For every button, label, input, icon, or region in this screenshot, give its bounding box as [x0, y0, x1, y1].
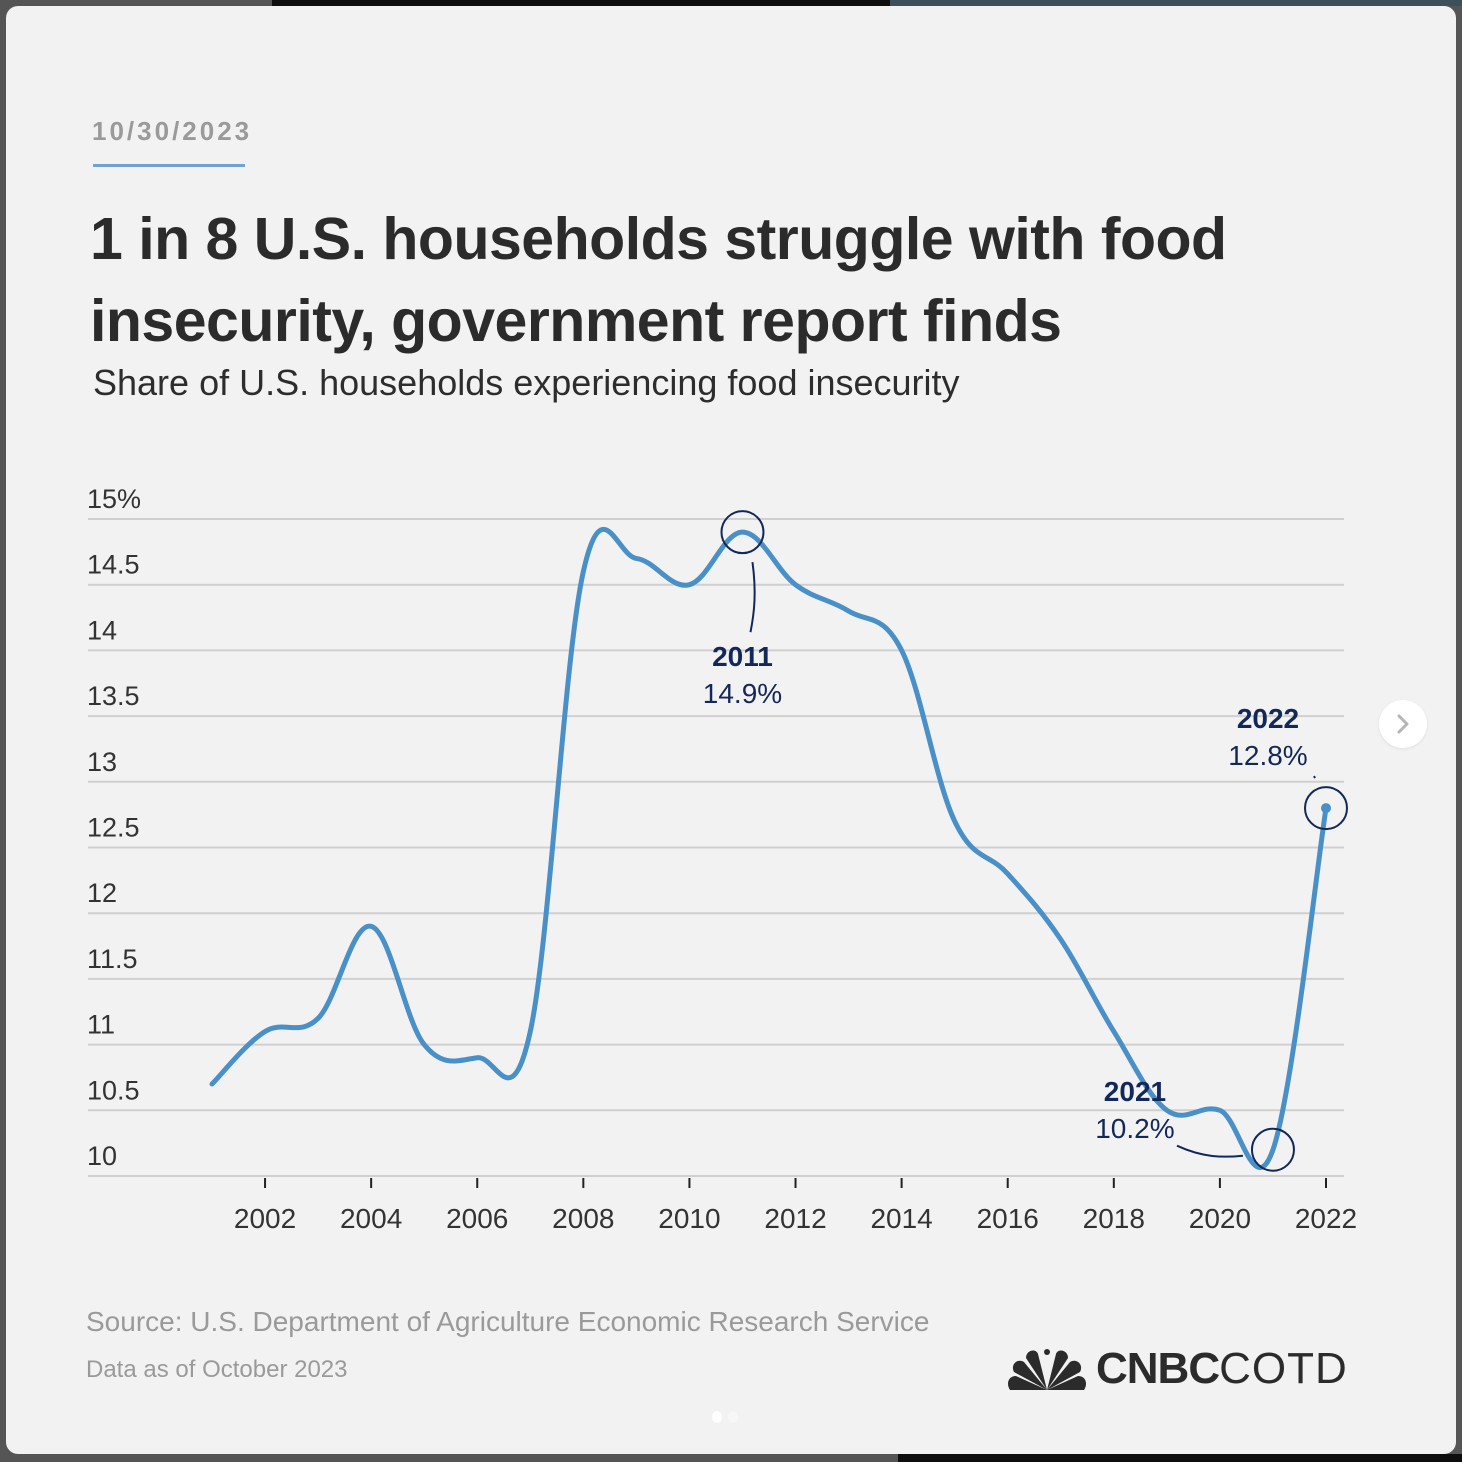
y-tick-label: 12.5: [87, 813, 140, 843]
annotation-circle: [720, 510, 765, 555]
x-tick-label: 2016: [977, 1203, 1039, 1234]
y-tick-label: 14.5: [87, 550, 140, 580]
annotation-leader: [749, 562, 756, 633]
annotation-value: 14.9%: [703, 678, 782, 709]
x-tick-label: 2002: [234, 1203, 296, 1234]
date-underline: [93, 164, 245, 167]
carousel-dot-active[interactable]: [712, 1411, 722, 1423]
annotation-value: 12.8%: [1228, 740, 1307, 771]
x-tick-label: 2004: [340, 1203, 402, 1234]
y-tick-label: 15%: [87, 484, 141, 514]
x-tick-label: 2008: [552, 1203, 614, 1234]
chevron-right-icon: [1397, 714, 1409, 734]
x-tick-label: 2006: [446, 1203, 508, 1234]
y-tick-label: 13.5: [87, 681, 140, 711]
y-tick-label: 12: [87, 878, 117, 908]
cnbc-cotd-logo: CNBC COTD: [1006, 1344, 1348, 1394]
publish-date: 10/30/2023: [92, 116, 253, 146]
background-strip: [898, 1454, 1462, 1462]
x-axis-ticks: 2002 2004 2006 2008 2010 2012 2014 2016 2018 2020…: [234, 1178, 1357, 1234]
x-tick-label: 2022: [1295, 1203, 1357, 1234]
annotation-year: 2011: [712, 641, 773, 672]
endpoint-dot: [1321, 803, 1331, 814]
x-tick-label: 2018: [1083, 1203, 1145, 1234]
y-axis-ticks: 15% 14.5 14 13.5 13 12.5 12 11.5 11 10.5 10: [87, 484, 141, 1171]
annotation-year: 2021: [1104, 1076, 1166, 1107]
peacock-icon: [1008, 1349, 1086, 1390]
annotation-leader: [1176, 1144, 1244, 1158]
grid-lines: [88, 518, 1344, 1177]
x-tick-label: 2020: [1189, 1203, 1251, 1234]
y-tick-label: 13: [87, 747, 117, 777]
annotations: 2011 14.9% 2021 10.2% 2022 12.8%: [703, 510, 1348, 1172]
x-tick-label: 2012: [764, 1203, 826, 1234]
carousel-pagination: [712, 1411, 738, 1423]
y-tick-label: 10: [87, 1141, 117, 1171]
background-strip: [272, 0, 890, 6]
logo-suffix-text: COTD: [1219, 1344, 1348, 1393]
y-tick-label: 14: [87, 615, 117, 645]
background-strip: [890, 0, 1462, 6]
logo-brand-text: CNBC: [1096, 1344, 1220, 1393]
y-tick-label: 11.5: [87, 944, 138, 974]
annotation-leader: [1313, 775, 1316, 779]
chart-title: 1 in 8 U.S. households struggle with foo…: [90, 206, 1227, 354]
series-line: [209, 526, 1329, 1171]
y-tick-label: 11: [87, 1010, 115, 1040]
source-note: Source: U.S. Department of Agriculture E…: [86, 1306, 930, 1337]
annotation-circle: [1250, 1127, 1295, 1172]
carousel-dot[interactable]: [728, 1411, 738, 1423]
annotation-circle: [1304, 786, 1348, 831]
annotation-value: 10.2%: [1095, 1113, 1174, 1144]
x-tick-label: 2010: [658, 1203, 720, 1234]
y-tick-label: 10.5: [87, 1075, 140, 1105]
x-tick-label: 2014: [870, 1203, 932, 1234]
data-as-of-note: Data as of October 2023: [86, 1356, 348, 1383]
post-card: 10/30/2023 1 in 8 U.S. households strugg…: [6, 6, 1456, 1454]
chart-subtitle: Share of U.S. households experiencing fo…: [93, 362, 960, 403]
next-slide-button[interactable]: [1379, 700, 1427, 748]
annotation-year: 2022: [1237, 703, 1299, 734]
